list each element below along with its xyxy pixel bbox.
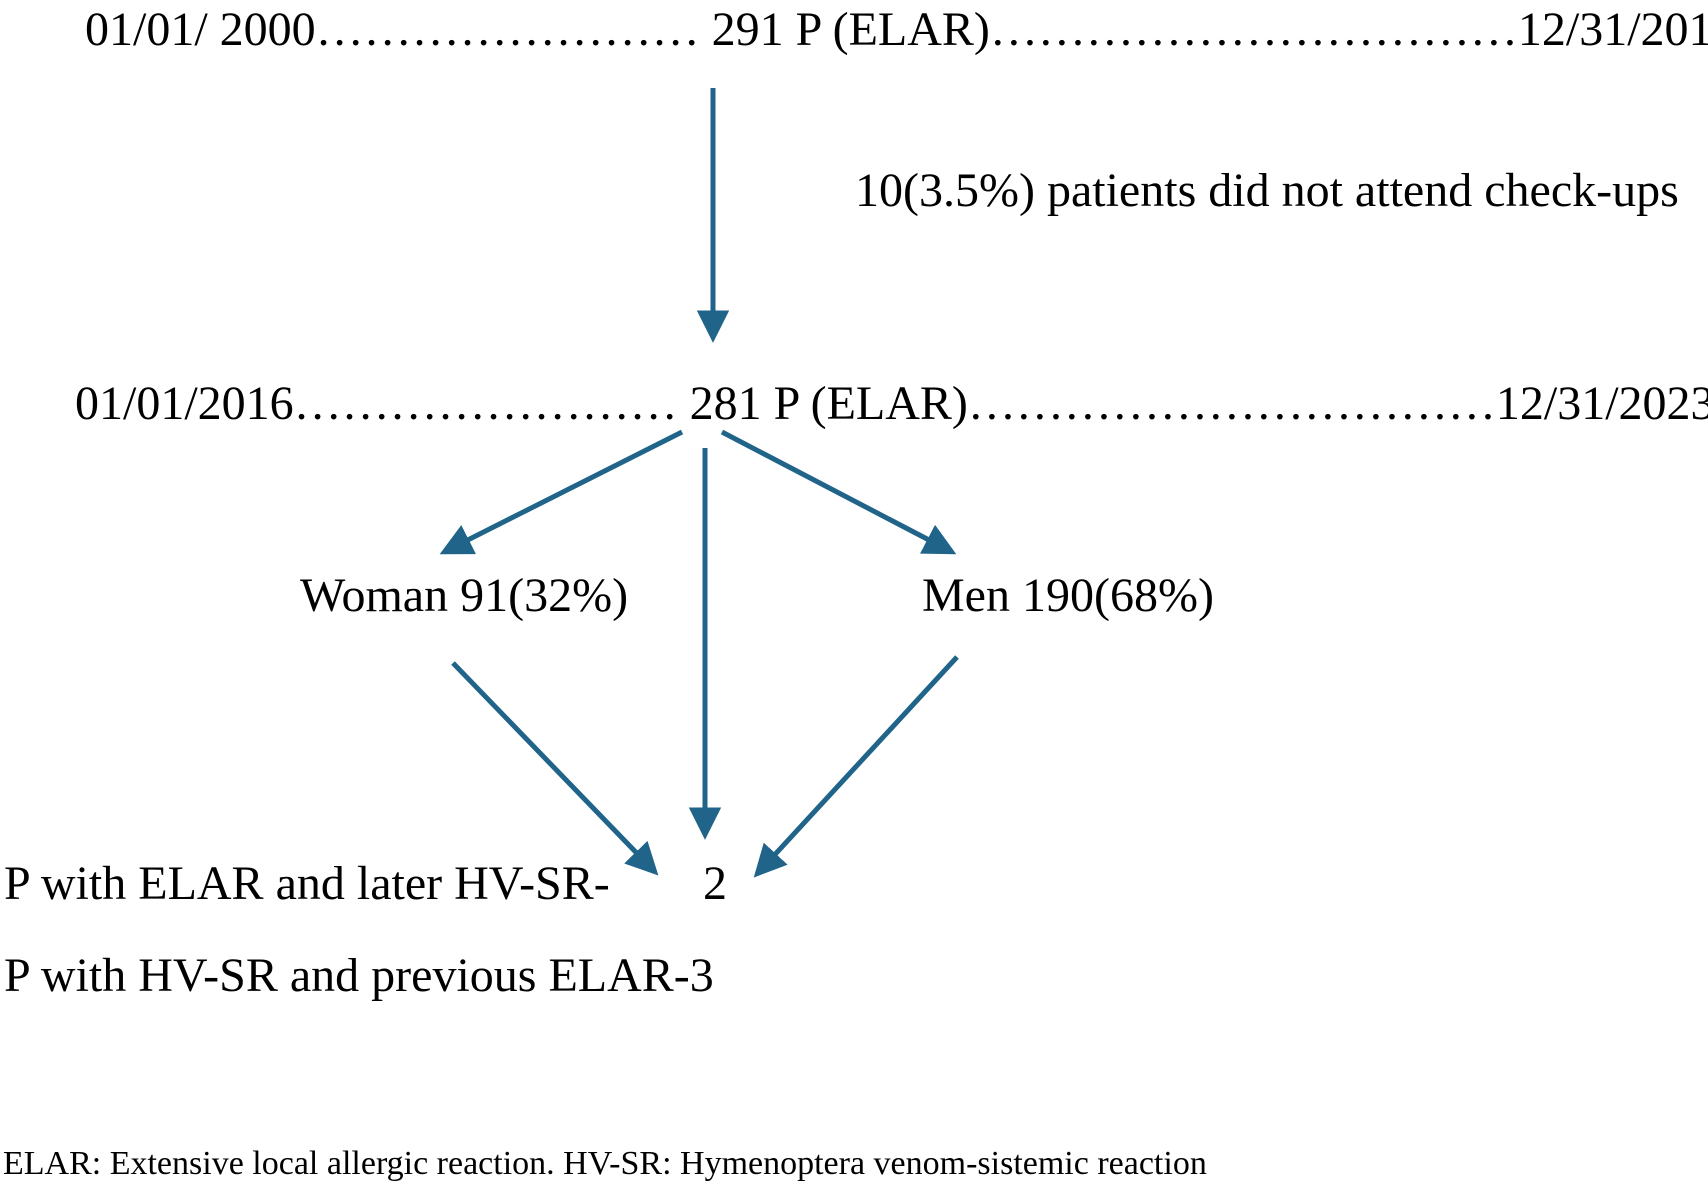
arrow-woman-to-outcome xyxy=(451,661,659,876)
woman-node-label: Woman 91(32%) xyxy=(300,569,629,622)
abbreviation-legend: ELAR: Extensive local allergic reaction.… xyxy=(3,1145,1207,1182)
outcome-elar-later-hvsr-label: P with ELAR and later HV-SR- xyxy=(4,857,610,910)
cohort-2016-2023-line: 01/01/2016…………………… 281 P (ELAR)………………………… xyxy=(75,377,1708,430)
men-node-label: Men 190(68%) xyxy=(922,569,1214,622)
cohort-2000-2015-line: 01/01/ 2000…………………… 291 P (ELAR)……………………… xyxy=(85,3,1708,56)
arrow-cohort2-to-woman xyxy=(439,429,684,555)
outcome-hvsr-previous-elar-line: P with HV-SR and previous ELAR-3 xyxy=(4,949,714,1002)
arrow-men-to-outcome xyxy=(753,655,959,878)
arrow-cohort2-to-men xyxy=(720,429,957,555)
outcome-elar-later-hvsr-value: 2 xyxy=(703,857,727,910)
dropout-note: 10(3.5%) patients did not attend check-u… xyxy=(855,164,1679,217)
